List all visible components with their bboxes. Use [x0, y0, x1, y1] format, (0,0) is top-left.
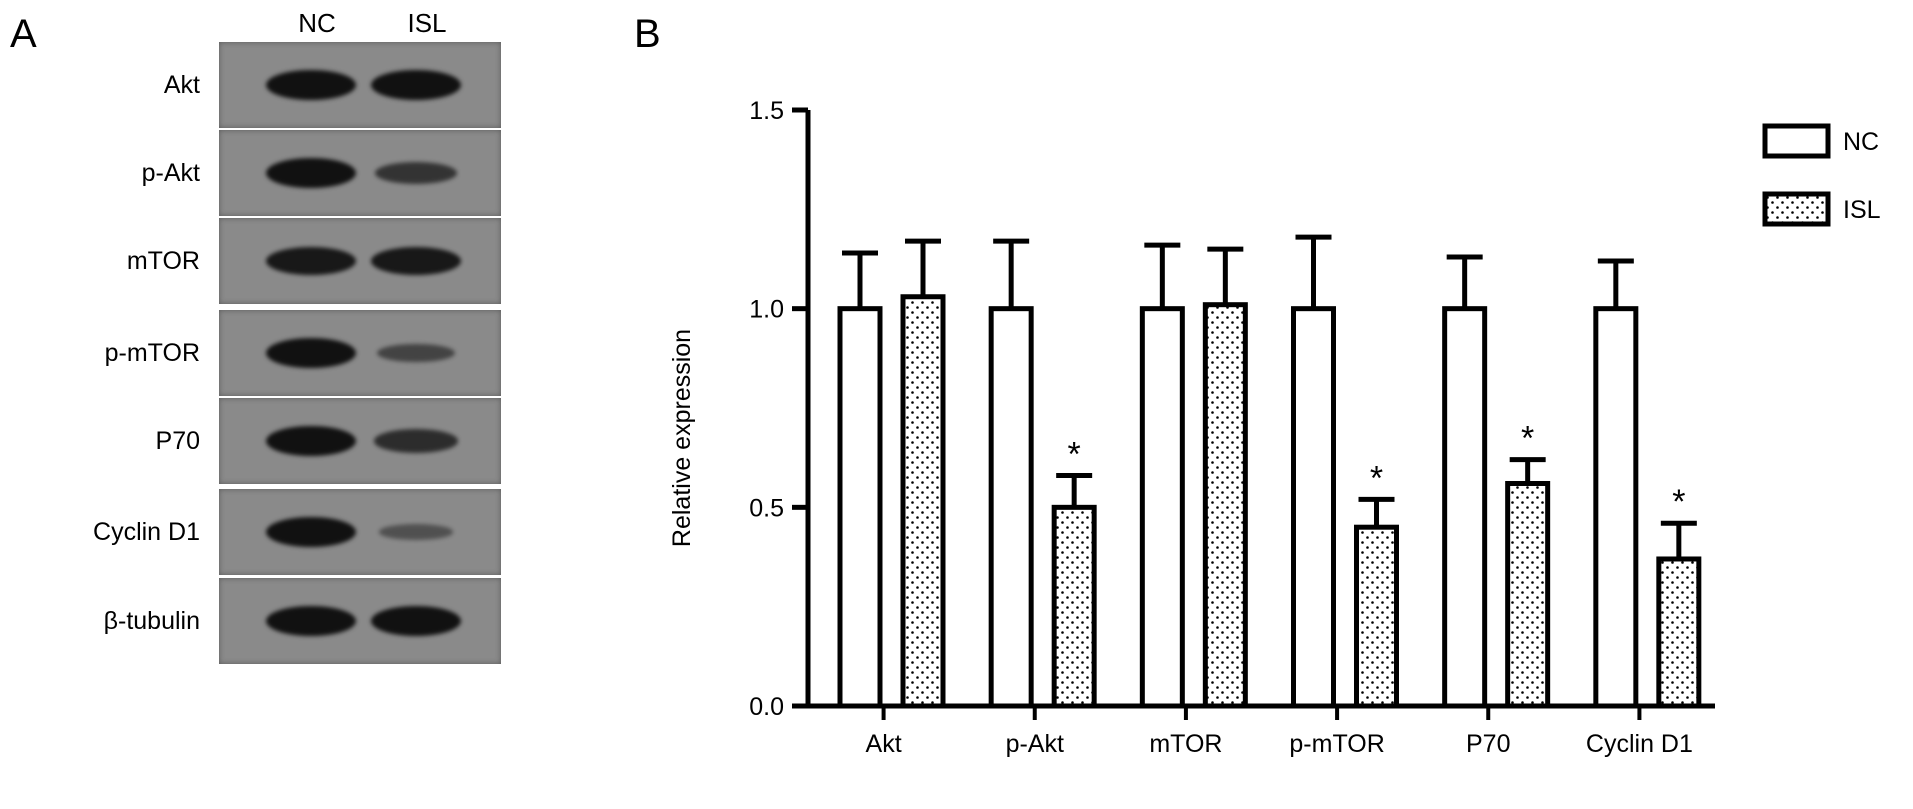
bar-nc [988, 306, 1034, 709]
significance-marker: * [1370, 459, 1383, 497]
y-tick-label: 1.5 [749, 97, 784, 125]
blot-image [219, 130, 501, 216]
band-nc [266, 517, 356, 547]
band-isl [371, 606, 461, 636]
blot-label: mTOR [126, 247, 200, 275]
x-tick-label: Cyclin D1 [1586, 730, 1693, 758]
significance-marker: * [1521, 420, 1534, 458]
lane-header-isl: ISL [407, 8, 447, 38]
band-isl [379, 524, 453, 540]
y-tick-label: 0.5 [749, 494, 784, 522]
x-tick-label: Akt [866, 730, 902, 758]
legend-label-isl: ISL [1843, 196, 1881, 224]
blot-image [219, 310, 501, 396]
band-nc [266, 338, 356, 368]
legend-label-nc: NC [1843, 128, 1879, 156]
x-tick-label: p-Akt [1006, 730, 1064, 758]
blot-label: P70 [155, 427, 200, 455]
panel-b-letter: B [634, 12, 661, 56]
bar-nc [1139, 306, 1185, 709]
bar-isl [1051, 504, 1097, 709]
blot-label: p-Akt [141, 159, 200, 187]
bar-isl [900, 294, 946, 709]
blot-image [219, 42, 501, 128]
blot-label: Akt [163, 71, 200, 99]
blot-label: Cyclin D1 [93, 518, 200, 546]
band-nc [266, 426, 356, 456]
significance-marker: * [1068, 436, 1081, 474]
band-isl [371, 246, 461, 276]
blot-label: β-tubulin [103, 607, 200, 635]
bar-nc [837, 306, 883, 709]
bar-isl [1354, 524, 1399, 709]
blot-row: Akt [0, 42, 510, 128]
bar-isl [1202, 302, 1248, 709]
band-nc [266, 158, 356, 188]
y-tick-label: 1.0 [749, 296, 784, 324]
band-nc [266, 246, 356, 276]
x-tick-label: P70 [1466, 730, 1510, 758]
bar-isl [1505, 480, 1551, 709]
blot-image [219, 218, 501, 304]
x-tick-label: p-mTOR [1289, 730, 1384, 758]
lane-header-nc: NC [298, 8, 336, 38]
blot-image [219, 578, 501, 664]
bar-isl [1656, 556, 1702, 709]
significance-marker: * [1672, 483, 1685, 521]
band-nc [266, 606, 356, 636]
legend-swatch-isl [1762, 191, 1831, 227]
band-isl [373, 429, 459, 453]
bar-nc [1442, 306, 1488, 709]
blot-image [219, 398, 501, 484]
blot-row: p-Akt [0, 130, 510, 216]
band-isl [374, 162, 458, 184]
blot-row: mTOR [0, 218, 510, 304]
blot-row: P70 [0, 398, 510, 484]
blot-label: p-mTOR [104, 339, 200, 367]
band-isl [377, 343, 455, 363]
y-axis-label: Relative expression [668, 329, 696, 547]
y-tick-label: 0.0 [749, 693, 784, 721]
blot-image [219, 489, 501, 575]
bar-nc [1291, 306, 1336, 709]
blot-row: p-mTOR [0, 310, 510, 396]
blot-row: β-tubulin [0, 578, 510, 664]
panel-a-letter: A [10, 12, 37, 56]
blot-row: Cyclin D1 [0, 489, 510, 575]
x-tick-label: mTOR [1149, 730, 1222, 758]
band-isl [371, 70, 461, 100]
bar-nc [1593, 306, 1639, 709]
legend-swatch-nc [1762, 123, 1831, 159]
band-nc [266, 70, 356, 100]
